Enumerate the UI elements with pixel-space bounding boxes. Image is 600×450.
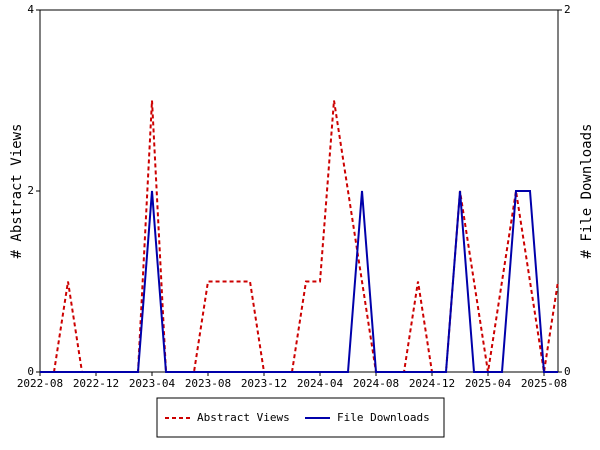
x-tick-label: 2024-08	[353, 377, 399, 390]
legend-label: Abstract Views	[197, 411, 290, 424]
x-tick-label: 2022-12	[73, 377, 119, 390]
y-tick-label: 2	[27, 184, 34, 197]
y2-tick-label: 2	[564, 3, 571, 16]
plot-frame	[39, 9, 559, 373]
x-tick-label: 2022-08	[17, 377, 63, 390]
x-tick-label: 2024-04	[297, 377, 344, 390]
x-tick-label: 2025-04	[465, 377, 512, 390]
x-tick-label: 2023-08	[185, 377, 231, 390]
x-tick-label: 2025-08	[521, 377, 567, 390]
y2-tick-label: 0	[564, 365, 571, 378]
legend-box	[156, 397, 445, 438]
x-tick-label: 2023-04	[129, 377, 176, 390]
x-tick-label: 2023-12	[241, 377, 287, 390]
y-axis-label: # Abstract Views	[9, 124, 25, 259]
series-line	[40, 100, 559, 373]
y-tick-label: 0	[27, 365, 34, 378]
x-tick-label: 2024-12	[409, 377, 455, 390]
series-line	[40, 190, 558, 373]
legend-label: File Downloads	[337, 411, 430, 424]
y-tick-label: 4	[27, 3, 34, 16]
y2-axis-label: # File Downloads	[579, 124, 595, 259]
